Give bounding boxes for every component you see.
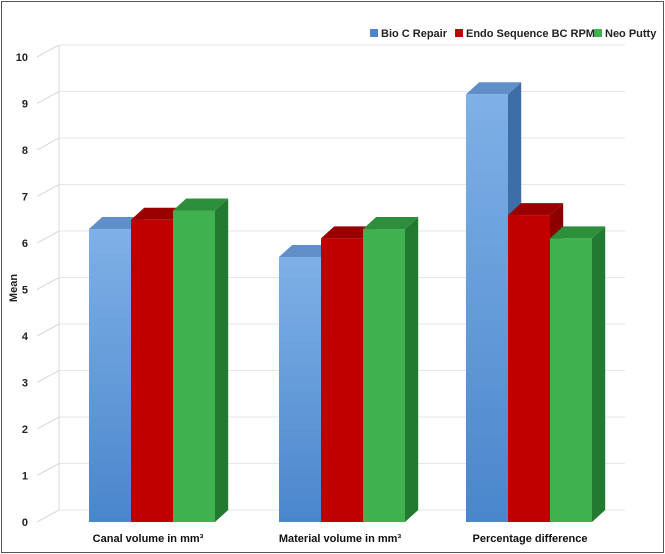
y-tick-label: 10: [16, 52, 28, 64]
gridline-depth: [36, 323, 60, 337]
x-axis-categories: Canal volume in mm³ Material volume in mm…: [93, 533, 588, 545]
legend-swatch: [455, 29, 463, 37]
gridline-depth: [36, 463, 60, 476]
bar-top: [321, 226, 377, 239]
legend-label: Neo Putty: [605, 28, 657, 40]
bar-side: [592, 226, 606, 522]
bar-front: [550, 238, 592, 522]
legend-label: Endo Sequence BC RPM: [466, 28, 595, 40]
bars: [89, 82, 606, 523]
bar: [550, 226, 606, 522]
legend: Bio C Repair Endo Sequence BC RPM Neo Putt…: [370, 28, 657, 40]
bar: [363, 217, 419, 523]
y-tick-label: 5: [22, 285, 28, 297]
y-tick-label: 7: [22, 192, 28, 204]
y-tick-label: 0: [22, 517, 28, 529]
bar-top: [550, 226, 606, 239]
bar-front: [131, 219, 173, 522]
bar-front: [363, 229, 405, 523]
bar-top: [508, 203, 564, 216]
gridline-depth: [36, 91, 60, 104]
y-tick-label: 4: [22, 331, 29, 343]
legend-swatch: [594, 29, 602, 37]
y-tick-label: 3: [22, 378, 28, 390]
y-tick-label: 8: [22, 145, 28, 157]
bar-top: [466, 82, 522, 95]
y-tick-label: 2: [22, 424, 28, 436]
bar-top: [279, 244, 335, 257]
y-axis-ticks: 0 1 2 3 4 5 6 7 8 9 10: [16, 52, 29, 529]
y-tick-label: 1: [22, 471, 28, 483]
gridline-depth: [36, 184, 60, 197]
x-category-label: Material volume in mm³: [279, 533, 402, 545]
bar: [173, 198, 229, 522]
x-category-label: Percentage difference: [473, 533, 588, 545]
bar-front: [173, 210, 215, 522]
bar-top: [89, 217, 145, 230]
bar-top: [173, 198, 229, 211]
bar-front: [321, 238, 363, 522]
y-axis-label: Mean: [8, 274, 20, 302]
gridline-depth: [36, 416, 60, 430]
gridline-depth: [36, 277, 60, 290]
y-tick-label: 9: [22, 99, 28, 111]
legend-swatch: [370, 29, 378, 37]
gridline-depth: [36, 370, 60, 383]
bar-front: [508, 215, 550, 522]
bar-side: [405, 217, 419, 523]
bar-front: [466, 94, 508, 522]
gridline-depth: [36, 230, 60, 244]
gridline-depth: [36, 44, 60, 58]
bar-top: [363, 217, 419, 230]
bar-side: [215, 198, 229, 522]
bar-top: [131, 207, 187, 220]
bar-front: [89, 229, 131, 523]
y-tick-label: 6: [22, 238, 28, 250]
x-category-label: Canal volume in mm³: [93, 533, 204, 545]
gridline-depth: [36, 137, 60, 151]
legend-label: Bio C Repair: [381, 28, 448, 40]
bar-front: [279, 256, 321, 522]
gridline-depth: [36, 509, 60, 523]
